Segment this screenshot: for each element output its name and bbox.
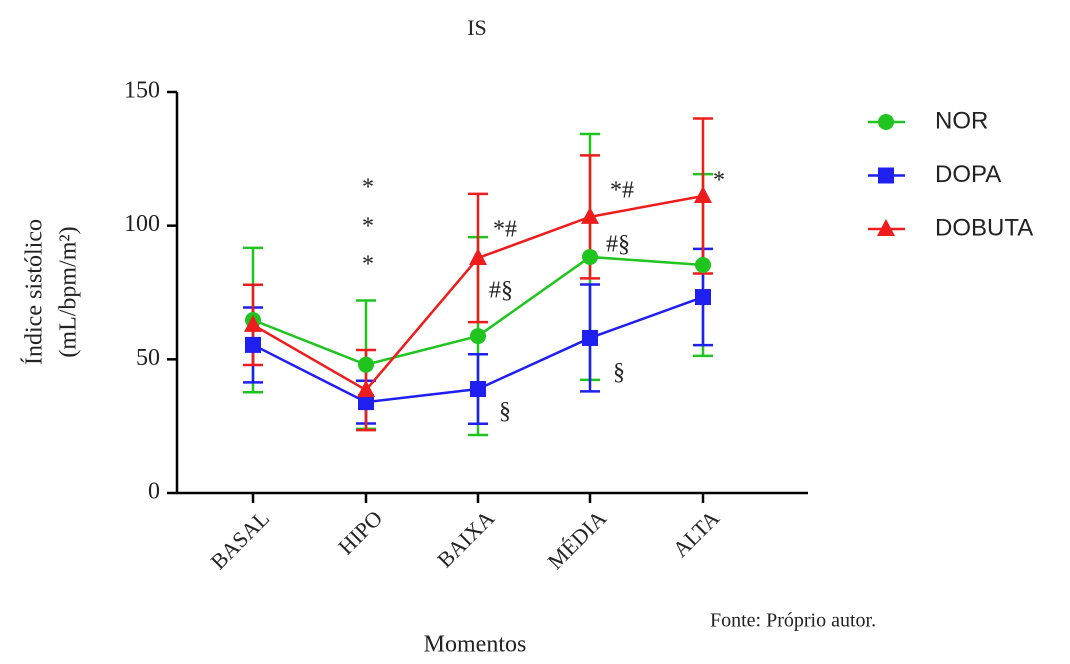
annotation: *#	[493, 217, 517, 243]
legend-marker	[878, 167, 894, 184]
annotation: *	[362, 214, 374, 240]
data-point	[357, 380, 375, 398]
data-point	[244, 314, 262, 332]
annotation: §	[499, 399, 511, 425]
data-point	[470, 328, 486, 345]
chart-title: IS	[467, 15, 487, 40]
data-point	[470, 381, 486, 398]
x-tick-label: BASAL	[205, 505, 274, 574]
annotation: *	[362, 252, 374, 278]
data-point	[245, 336, 261, 353]
x-tick-label: BAIXA	[432, 505, 499, 572]
annotation: *	[362, 175, 374, 201]
legend-label: DOBUTA	[935, 214, 1033, 241]
legend-marker	[877, 219, 895, 236]
annotation: §	[613, 360, 625, 386]
y-tick-label: 50	[136, 345, 160, 371]
annotation: #§	[489, 278, 513, 304]
data-point	[582, 248, 598, 265]
data-point	[694, 185, 712, 203]
data-point	[582, 329, 598, 346]
annotation: *#	[610, 178, 634, 204]
y-axis-label: Índice sistólico	[22, 219, 48, 365]
legend-marker	[878, 114, 894, 130]
legend-label: NOR	[935, 107, 988, 134]
annotation: *	[713, 168, 725, 194]
y-tick-label: 100	[124, 211, 160, 237]
x-tick-label: MÉDIA	[542, 505, 611, 574]
x-tick-label: HIPO	[333, 505, 387, 559]
data-point	[358, 394, 374, 411]
source-note: Fonte: Próprio autor.	[710, 610, 876, 632]
data-point	[581, 206, 599, 224]
annotation: #§	[606, 232, 630, 258]
x-axis-label: Momentos	[424, 632, 527, 658]
y-tick-label: 150	[124, 78, 160, 104]
legend-label: DOPA	[935, 161, 1001, 188]
data-point	[695, 289, 711, 306]
data-point	[695, 256, 711, 273]
x-tick-label: ALTA	[668, 505, 725, 562]
data-point	[358, 356, 374, 373]
y-axis-label: (mL/bpm/m²)	[56, 226, 82, 357]
data-point	[469, 248, 487, 266]
y-tick-label: 0	[148, 479, 160, 505]
